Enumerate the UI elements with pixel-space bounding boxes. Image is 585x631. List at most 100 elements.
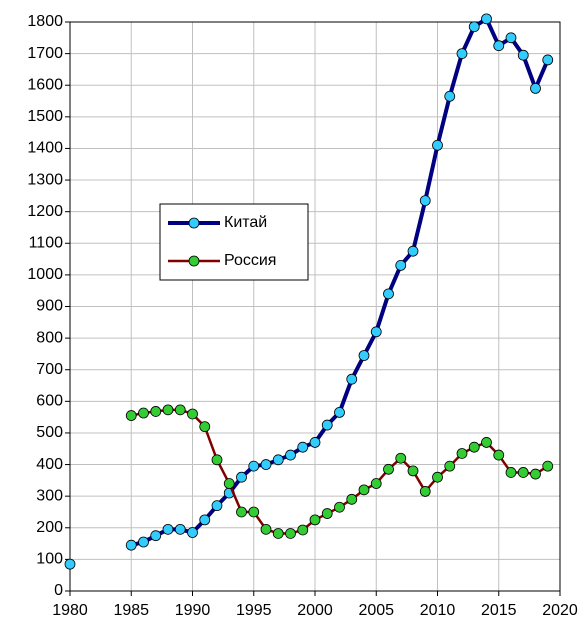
marker xyxy=(321,508,333,519)
marker xyxy=(199,421,211,433)
marker xyxy=(187,408,198,420)
marker xyxy=(530,468,541,480)
marker xyxy=(334,406,345,418)
marker xyxy=(493,40,505,52)
x-tick-label: 2005 xyxy=(358,602,394,619)
marker xyxy=(542,460,554,472)
y-tick-label: 1800 xyxy=(27,13,63,30)
y-tick-label: 1100 xyxy=(29,234,64,251)
y-tick-label: 300 xyxy=(36,487,63,504)
marker xyxy=(370,478,382,489)
marker xyxy=(248,506,260,518)
marker xyxy=(236,506,247,518)
marker xyxy=(272,528,284,539)
marker xyxy=(517,49,529,61)
marker xyxy=(211,454,223,466)
y-tick-label: 1500 xyxy=(27,108,63,125)
x-tick-label: 1980 xyxy=(52,602,88,619)
marker xyxy=(444,460,456,472)
marker xyxy=(162,523,174,535)
marker xyxy=(309,437,321,448)
marker xyxy=(358,350,370,361)
marker xyxy=(383,463,394,475)
y-tick-label: 500 xyxy=(36,424,63,441)
marker xyxy=(285,449,296,461)
y-tick-label: 1600 xyxy=(27,76,63,93)
marker xyxy=(505,32,517,44)
marker xyxy=(334,501,345,513)
y-tick-label: 700 xyxy=(36,361,63,378)
marker xyxy=(321,419,333,431)
marker xyxy=(211,500,223,512)
legend-marker xyxy=(188,255,200,267)
y-tick-label: 600 xyxy=(36,393,63,410)
marker xyxy=(187,527,198,538)
marker xyxy=(285,528,296,539)
y-tick-label: 1700 xyxy=(27,45,63,62)
marker xyxy=(162,404,174,416)
y-tick-label: 1000 xyxy=(27,266,63,283)
marker xyxy=(358,484,370,496)
x-tick-label: 2010 xyxy=(420,602,456,619)
marker xyxy=(199,514,211,526)
marker xyxy=(138,536,149,548)
legend xyxy=(159,203,309,281)
marker xyxy=(542,54,554,66)
marker xyxy=(297,441,309,453)
marker xyxy=(530,82,541,94)
marker xyxy=(395,452,407,464)
marker xyxy=(174,404,186,416)
marker xyxy=(125,539,137,551)
marker xyxy=(297,524,309,536)
y-tick-label: 1300 xyxy=(27,171,63,188)
x-tick-label: 2015 xyxy=(481,602,517,619)
marker xyxy=(260,523,272,535)
x-tick-label: 2020 xyxy=(542,602,578,619)
series-line xyxy=(130,408,549,535)
marker xyxy=(346,373,358,385)
marker xyxy=(223,478,235,489)
marker xyxy=(468,21,480,33)
y-tick-label: 100 xyxy=(36,551,63,568)
x-tick-label: 2000 xyxy=(297,602,333,619)
marker xyxy=(346,493,358,505)
plot-frame xyxy=(69,21,561,592)
y-tick-label: 1400 xyxy=(27,140,63,157)
marker xyxy=(150,530,162,542)
marker xyxy=(505,467,517,478)
legend-label: Россия xyxy=(224,252,276,269)
marker xyxy=(432,471,443,483)
marker xyxy=(493,449,505,461)
x-tick-label: 1995 xyxy=(236,602,272,619)
marker xyxy=(383,288,394,300)
marker xyxy=(395,260,407,271)
legend-label: Китай xyxy=(224,214,267,231)
x-tick-label: 1990 xyxy=(175,602,211,619)
marker xyxy=(419,486,431,497)
marker xyxy=(174,523,186,535)
marker xyxy=(248,460,260,472)
y-tick-label: 200 xyxy=(36,519,63,536)
marker xyxy=(468,441,480,453)
marker xyxy=(260,459,272,470)
marker xyxy=(125,410,137,421)
marker xyxy=(64,558,76,570)
marker xyxy=(481,13,492,25)
y-tick-label: 900 xyxy=(36,298,63,315)
series-line xyxy=(130,16,550,548)
marker xyxy=(236,471,247,483)
marker xyxy=(309,514,321,526)
x-tick-label: 1985 xyxy=(113,602,149,619)
y-tick-label: 400 xyxy=(36,456,63,473)
marker xyxy=(370,326,382,338)
marker xyxy=(272,454,284,466)
y-tick-label: 1200 xyxy=(27,203,63,220)
marker xyxy=(517,467,529,478)
marker xyxy=(138,407,149,419)
marker xyxy=(432,139,443,151)
y-tick-label: 800 xyxy=(36,329,63,346)
y-tick-label: 0 xyxy=(54,582,63,599)
marker xyxy=(407,245,419,257)
marker xyxy=(481,437,492,448)
